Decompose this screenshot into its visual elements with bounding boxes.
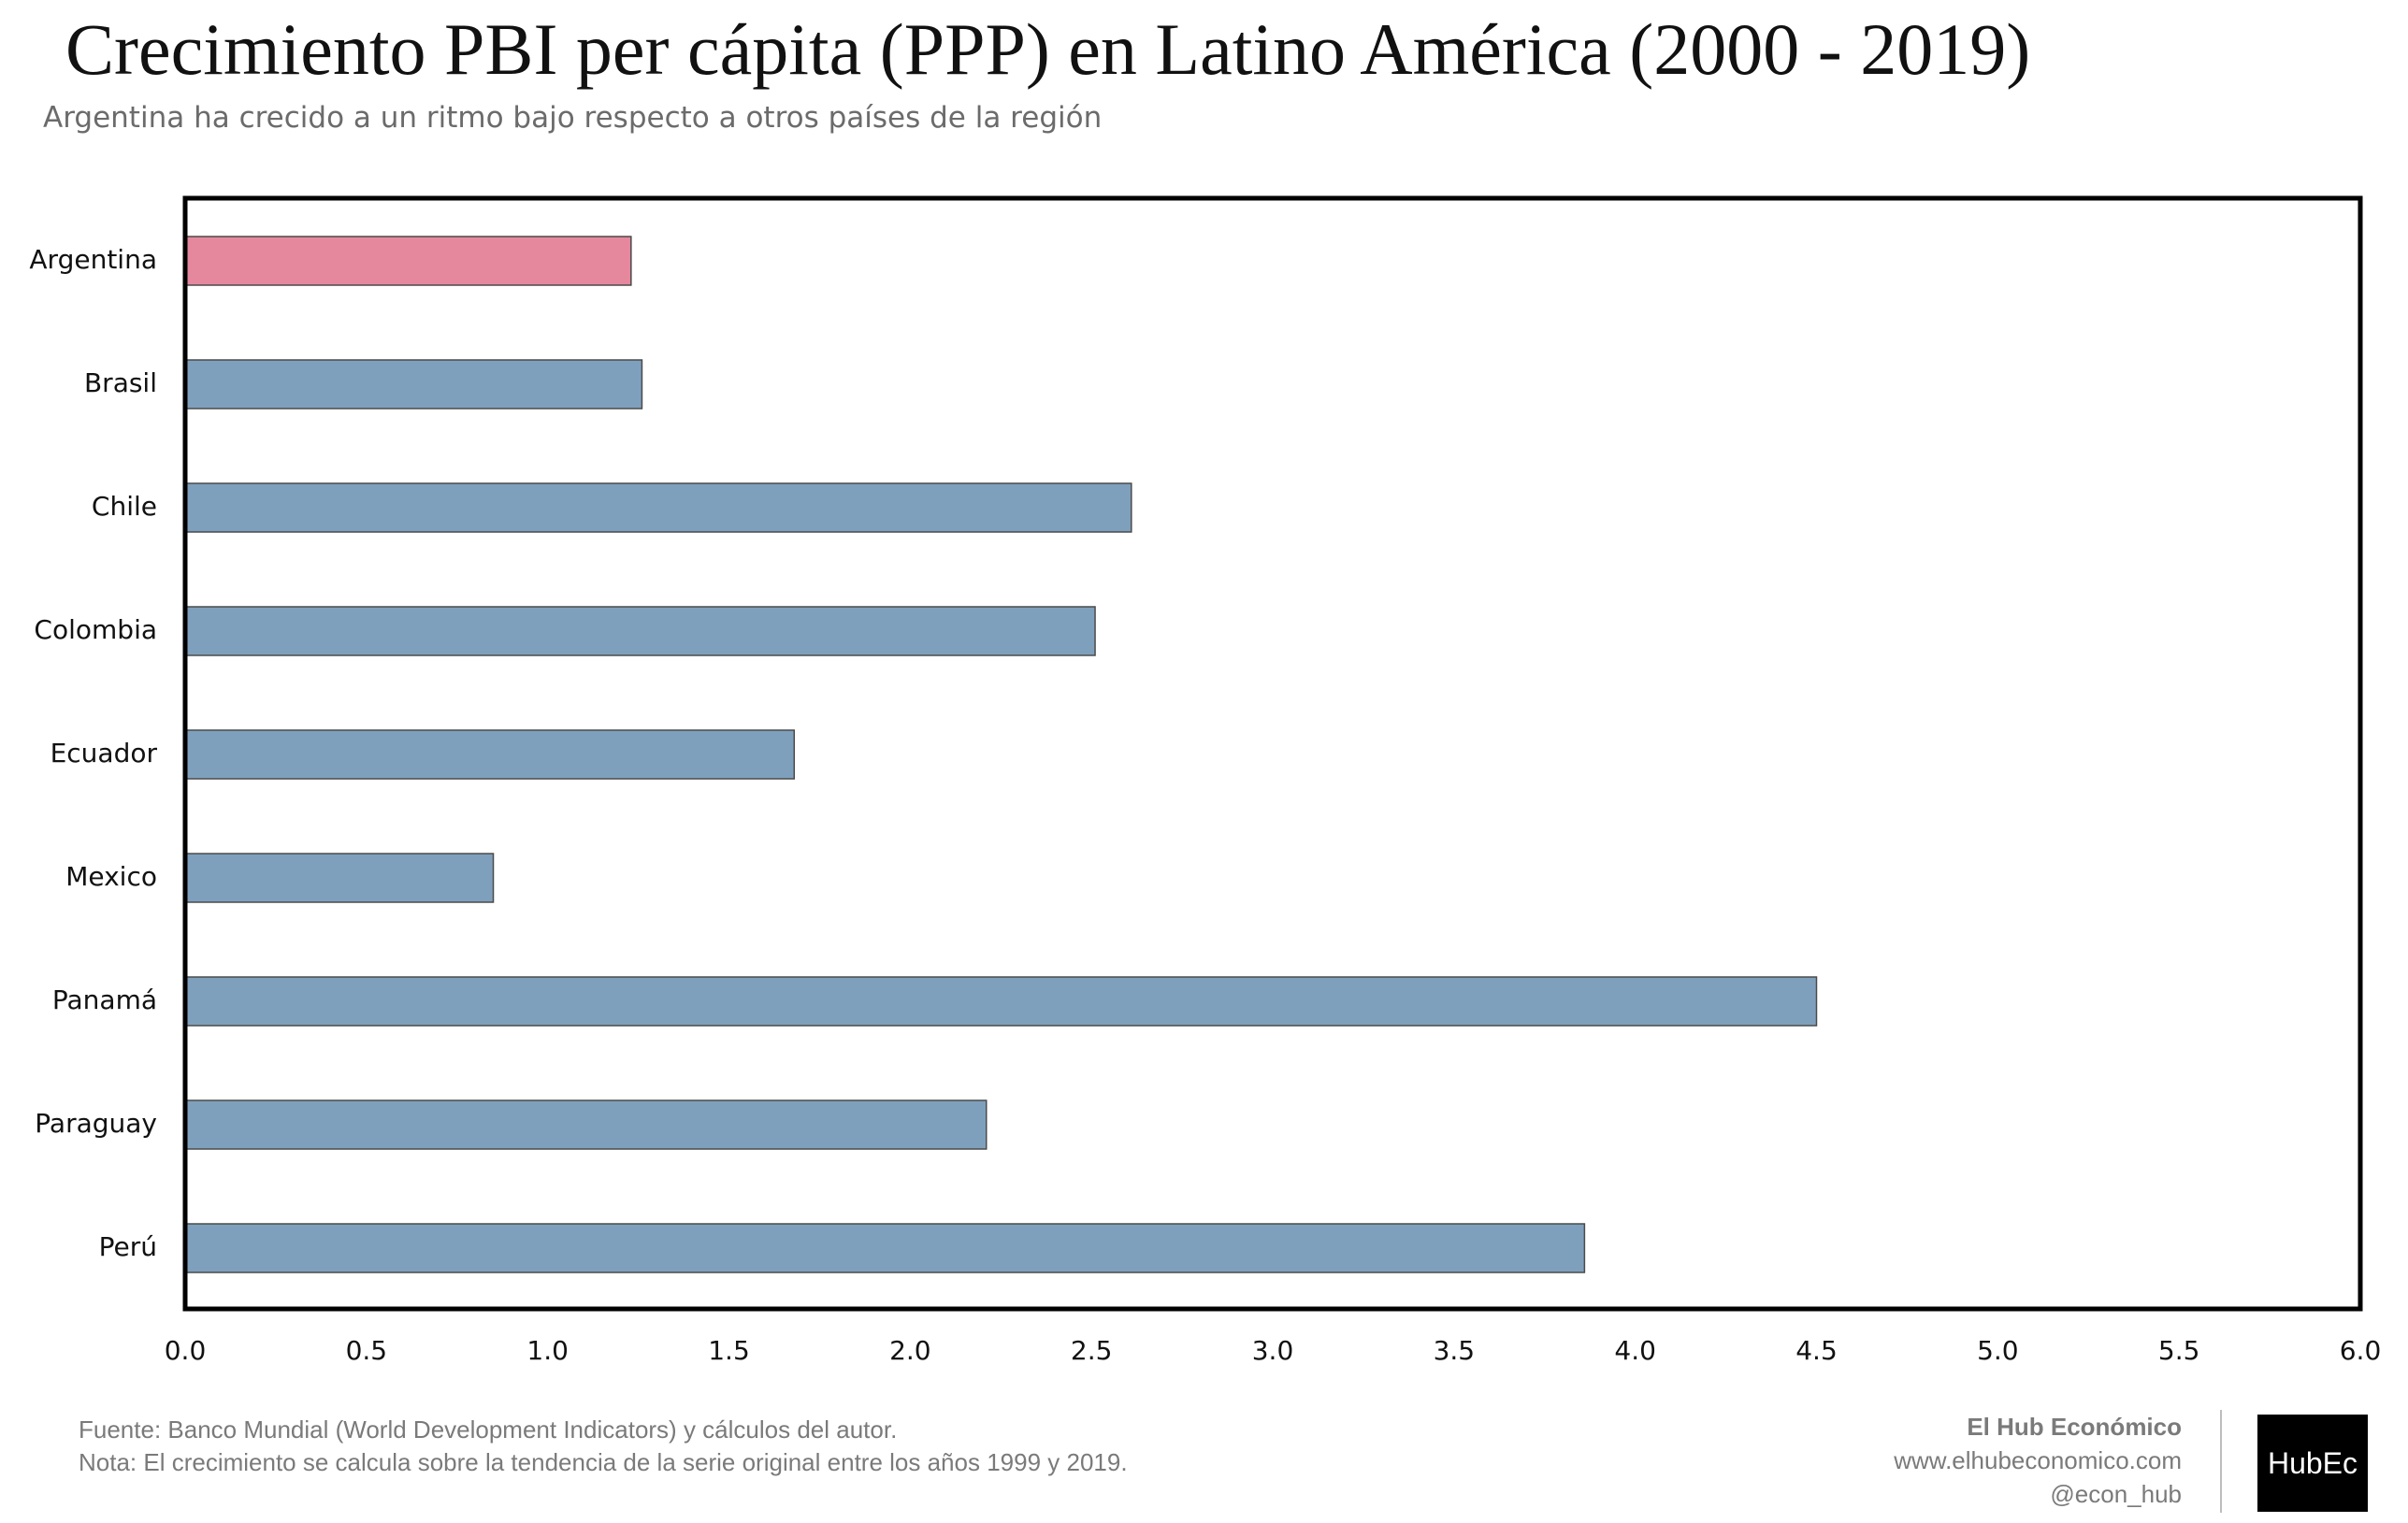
bar-chart: Argentina Brasil Chile Colombia Ecuador Mexic…	[29, 195, 2382, 1366]
bar-chile	[184, 482, 1132, 533]
x-tick-label: 2.0	[889, 1335, 931, 1366]
x-tick-label: 2.5	[1071, 1335, 1113, 1366]
bars-group	[184, 236, 1818, 1273]
category-label-paraguay: Paraguay	[35, 1108, 157, 1139]
x-tick-label: 0.0	[165, 1335, 207, 1366]
bar-argentina	[184, 236, 632, 286]
brand-name: El Hub Económico	[1967, 1413, 2182, 1441]
category-label-brasil: Brasil	[84, 367, 157, 398]
brand-block: El Hub Económico www.elhubeconomico.com …	[1894, 1410, 2182, 1511]
category-label-peru: Perú	[99, 1231, 157, 1262]
bar-peru	[184, 1223, 1586, 1273]
x-tick-label: 1.5	[708, 1335, 750, 1366]
chart-title: Crecimiento PBI per cápita (PPP) en Lati…	[65, 8, 2031, 90]
chart-subtitle: Argentina ha crecido a un ritmo bajo res…	[43, 101, 1103, 135]
plot-frame	[182, 195, 2363, 1312]
source-note: Fuente: Banco Mundial (World Development…	[79, 1415, 898, 1444]
bar-colombia	[184, 606, 1096, 656]
footer-notes: Fuente: Banco Mundial (World Development…	[79, 1414, 1128, 1479]
bar-brasil	[184, 359, 643, 409]
bar-paraguay	[184, 1099, 988, 1150]
x-tick-label: 1.0	[526, 1335, 569, 1366]
x-tick-label: 3.0	[1252, 1335, 1294, 1366]
x-tick-labels-group: 0.0 0.5 1.0 1.5 2.0 2.5 3.0 3.5 4.0 4.5 5.0 5.5 6.0	[165, 1335, 2382, 1366]
brand-handle[interactable]: @econ_hub	[2050, 1480, 2182, 1508]
x-tick-label: 6.0	[2340, 1335, 2382, 1366]
category-labels-group: Argentina Brasil Chile Colombia Ecuador Mexic…	[29, 244, 157, 1262]
category-label-chile: Chile	[92, 491, 157, 522]
category-label-colombia: Colombia	[34, 614, 157, 645]
bar-mexico	[184, 853, 495, 903]
x-tick-label: 5.0	[1977, 1335, 2019, 1366]
category-label-argentina: Argentina	[29, 244, 157, 275]
footer-divider	[2220, 1410, 2222, 1513]
category-label-panama: Panamá	[52, 984, 157, 1015]
category-label-ecuador: Ecuador	[50, 738, 158, 769]
x-tick-label: 3.5	[1434, 1335, 1476, 1366]
hubec-logo: HubEc	[2257, 1415, 2368, 1512]
method-note: Nota: El crecimiento se calcula sobre la…	[79, 1448, 1128, 1476]
bar-panama	[184, 976, 1818, 1027]
bar-ecuador	[184, 729, 796, 780]
x-tick-label: 0.5	[346, 1335, 388, 1366]
x-tick-label: 4.0	[1614, 1335, 1656, 1366]
category-label-mexico: Mexico	[65, 861, 157, 892]
x-tick-label: 5.5	[2158, 1335, 2200, 1366]
x-tick-label: 4.5	[1795, 1335, 1838, 1366]
brand-website[interactable]: www.elhubeconomico.com	[1894, 1446, 2182, 1474]
